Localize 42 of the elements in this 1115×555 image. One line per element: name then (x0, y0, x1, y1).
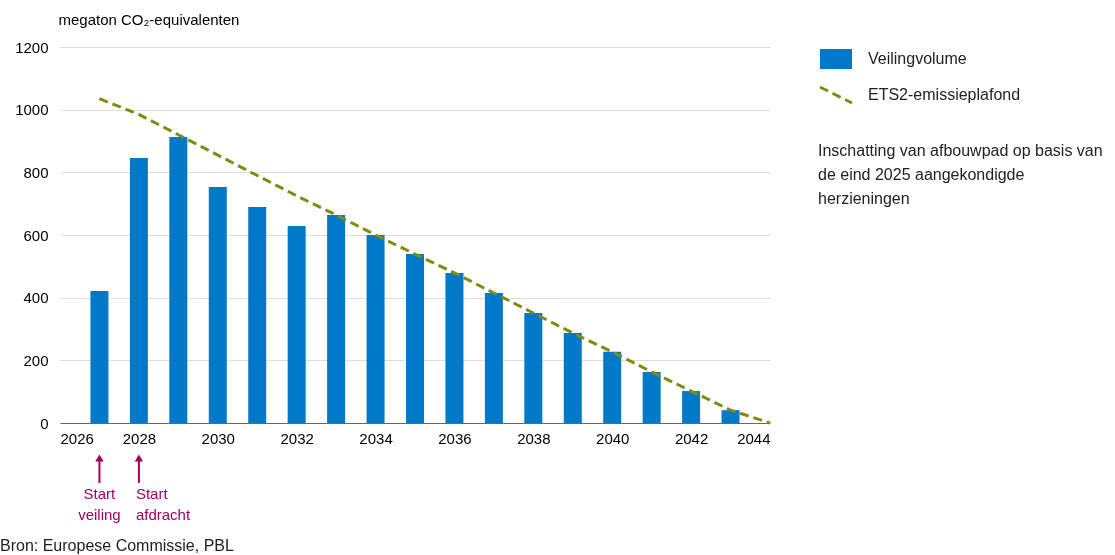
bar (721, 410, 740, 423)
y-tick-label: 200 (23, 351, 49, 369)
bar (366, 235, 385, 423)
bar (169, 136, 188, 423)
bar (563, 333, 582, 423)
bar (445, 272, 464, 423)
bar (327, 214, 346, 423)
y-tick-label: 1000 (15, 101, 49, 119)
text: Start veiling (78, 485, 121, 523)
x-tick-label: 2038 (517, 429, 551, 447)
y-axis-title: megaton CO₂-equivalenten (58, 10, 240, 28)
x-tick-label: 2026 (60, 429, 94, 447)
y-tick-label: 400 (23, 289, 49, 307)
line-series (97, 97, 772, 425)
legend-label: ETS2-emissieplafond (868, 86, 1021, 103)
bar (524, 313, 543, 423)
text: Start afdracht (135, 485, 191, 523)
bar (90, 291, 109, 423)
y-tick-label: 1200 (15, 38, 49, 56)
bar (208, 187, 227, 423)
x-tick-label: 2040 (596, 429, 630, 447)
x-tick-label: 2044 (737, 429, 771, 447)
y-tick-label: 600 (23, 226, 49, 244)
bar (287, 225, 306, 423)
text: Inschatting van afbouwpad op basis van de eind 2025 aangekondigde herzieningen (818, 142, 1103, 207)
bar (603, 351, 622, 423)
bar (129, 157, 148, 423)
bar (484, 292, 503, 423)
x-tick-label: 2028 (122, 429, 157, 447)
legend-label: Veilingvolume (868, 50, 967, 67)
bar (248, 207, 267, 423)
y-tick-label: 0 (40, 414, 49, 432)
bar (682, 391, 701, 423)
y-tick-label: 800 (23, 163, 49, 181)
text: Bron: Europese Commissie, PBL (0, 537, 234, 554)
x-tick-label: 2030 (201, 429, 235, 447)
bar (406, 254, 424, 423)
bar (642, 371, 661, 423)
x-tick-label: 2036 (438, 429, 472, 447)
x-tick-label: 2042 (674, 429, 709, 447)
x-tick-label: 2032 (280, 429, 314, 447)
x-tick-label: 2034 (359, 429, 393, 447)
